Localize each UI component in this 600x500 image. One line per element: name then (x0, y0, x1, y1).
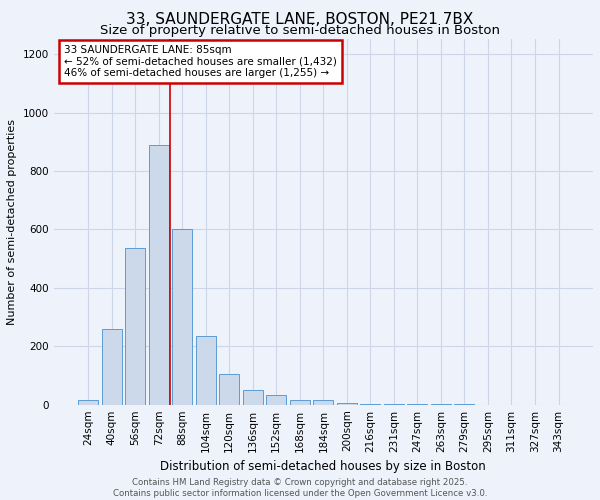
Bar (266, 394, 286, 404)
Bar (196, 336, 216, 404)
Bar (290, 400, 310, 404)
Text: Size of property relative to semi-detached houses in Boston: Size of property relative to semi-detach… (100, 24, 500, 37)
X-axis label: Distribution of semi-detached houses by size in Boston: Distribution of semi-detached houses by … (160, 460, 486, 473)
Bar (172, 230, 192, 404)
Text: Contains HM Land Registry data © Crown copyright and database right 2025.
Contai: Contains HM Land Registry data © Crown c… (113, 478, 487, 498)
Bar (125, 248, 145, 404)
Y-axis label: Number of semi-detached properties: Number of semi-detached properties (7, 119, 17, 325)
Bar (149, 144, 169, 404)
Text: 33, SAUNDERGATE LANE, BOSTON, PE21 7BX: 33, SAUNDERGATE LANE, BOSTON, PE21 7BX (127, 12, 473, 28)
Bar (101, 329, 122, 404)
Bar (219, 374, 239, 404)
Bar (243, 390, 263, 404)
Bar (313, 400, 334, 404)
Bar (78, 400, 98, 404)
Text: 33 SAUNDERGATE LANE: 85sqm
← 52% of semi-detached houses are smaller (1,432)
46%: 33 SAUNDERGATE LANE: 85sqm ← 52% of semi… (64, 45, 337, 78)
